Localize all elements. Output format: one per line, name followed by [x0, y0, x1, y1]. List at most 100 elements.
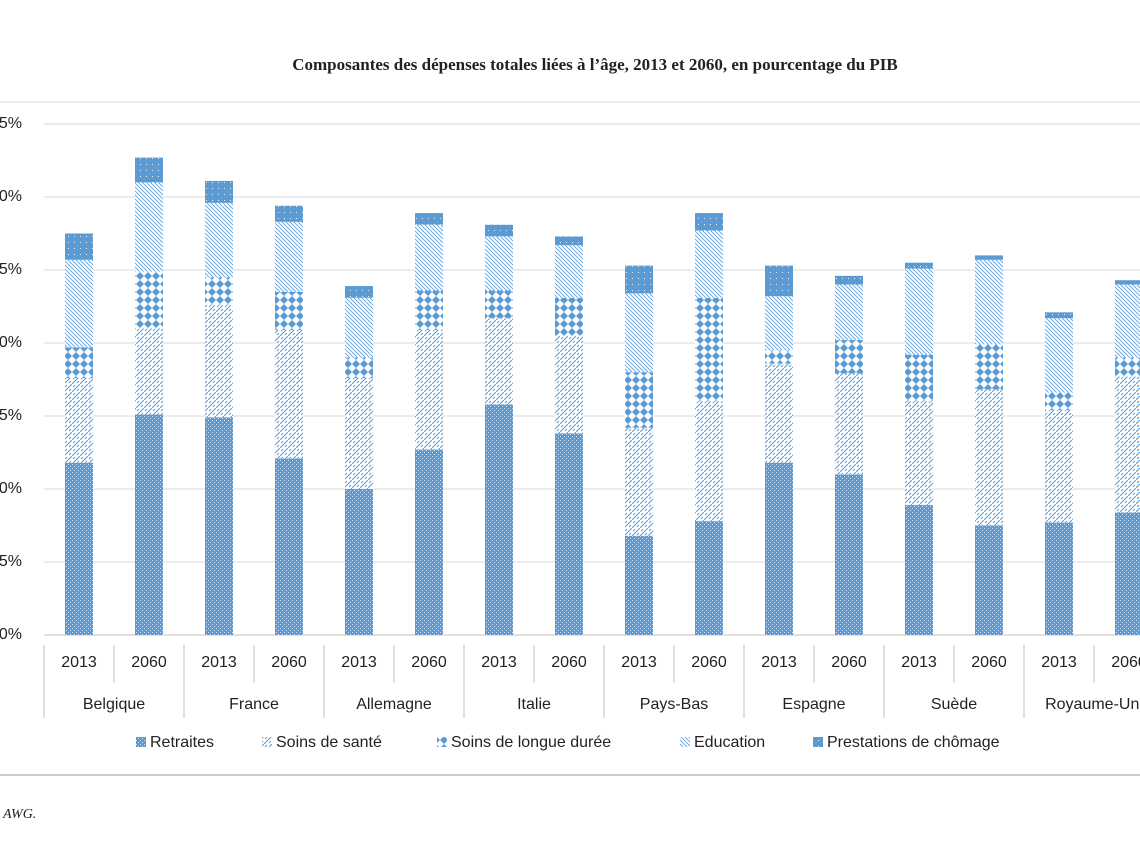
legend-label: Retraites [150, 734, 214, 751]
bar-segment [975, 344, 1003, 390]
source-note: AWG. [2, 807, 36, 822]
legend-label: Prestations de chômage [827, 734, 1000, 751]
y-tick-label: 15% [0, 407, 22, 424]
bar-segment [1045, 522, 1073, 635]
group-label: Allemagne [356, 696, 432, 713]
legend-label: Education [694, 734, 765, 751]
bar-segment [1045, 318, 1073, 393]
bar-segment [275, 221, 303, 292]
bar-segment [205, 305, 233, 418]
bar-segment [765, 265, 793, 297]
x-tick-label: 2060 [1111, 654, 1140, 671]
x-tick-label: 2013 [341, 654, 377, 671]
y-tick-label: 0% [0, 626, 22, 643]
group-label: France [229, 696, 279, 713]
bar-segment [975, 259, 1003, 345]
group-label: Royaume-Uni [1045, 696, 1140, 713]
bar-segment [415, 290, 443, 330]
y-tick-label: 5% [0, 553, 22, 570]
bar-segment [1115, 280, 1140, 285]
bar-segment [275, 329, 303, 459]
bar-segment [555, 335, 583, 434]
bar-segment [695, 521, 723, 635]
bar-segment [485, 404, 513, 635]
bar-segment [975, 389, 1003, 526]
bar-segment [555, 236, 583, 246]
x-tick-label: 2013 [201, 654, 237, 671]
bar-segment [625, 427, 653, 536]
x-tick-label: 2060 [831, 654, 867, 671]
bar-segment [135, 414, 163, 635]
bar-segment [625, 265, 653, 294]
x-tick-label: 2013 [761, 654, 797, 671]
bar-segment [485, 290, 513, 319]
group-label: Pays-Bas [640, 696, 708, 713]
bar-segment [975, 525, 1003, 635]
bar-segment [205, 277, 233, 306]
x-tick-label: 2013 [901, 654, 937, 671]
bar-segment [905, 401, 933, 506]
bar-segment [65, 233, 93, 260]
bar-segment [625, 535, 653, 635]
y-tick-label: 30% [0, 188, 22, 205]
legend-swatch [680, 737, 690, 747]
bar-segment [625, 372, 653, 428]
bar-segment [1115, 376, 1140, 513]
x-tick-label: 2060 [551, 654, 587, 671]
bar-segment [555, 433, 583, 635]
legend-label: Soins de longue durée [451, 734, 611, 751]
group-label: Suède [931, 696, 977, 713]
bar-segment [835, 275, 863, 285]
bar-segment [415, 213, 443, 225]
bar-segment [555, 245, 583, 298]
bar-segment [695, 401, 723, 522]
x-tick-label: 2060 [411, 654, 447, 671]
bar-segment [835, 474, 863, 635]
bar-segment [65, 347, 93, 379]
bar-segment [485, 318, 513, 405]
bar-segment [205, 180, 233, 203]
bar-segment [485, 236, 513, 291]
bar-segment [905, 354, 933, 402]
bar-segment [905, 505, 933, 635]
group-label: Belgique [83, 696, 145, 713]
x-tick-label: 2060 [971, 654, 1007, 671]
x-tick-label: 2060 [131, 654, 167, 671]
bar-segment [835, 284, 863, 341]
legend-swatch [437, 737, 447, 747]
y-tick-label: 35% [0, 115, 22, 132]
bar-segment [1045, 392, 1073, 411]
group-label: Espagne [782, 696, 845, 713]
group-label: Italie [517, 696, 551, 713]
legend-label: Soins de santé [276, 734, 382, 751]
bar-segment [1045, 410, 1073, 523]
bar-segment [765, 462, 793, 635]
chart-title: Composantes des dépenses totales liées à… [292, 55, 898, 74]
x-tick-label: 2060 [271, 654, 307, 671]
bar-segment [905, 268, 933, 355]
legend-swatch [136, 737, 146, 747]
bar-segment [765, 363, 793, 463]
x-tick-label: 2013 [481, 654, 517, 671]
bar-segment [695, 297, 723, 402]
bar-segment [695, 213, 723, 231]
bar-segment [765, 296, 793, 351]
bar-segment [135, 271, 163, 329]
x-tick-label: 2013 [61, 654, 97, 671]
bar-segment [695, 230, 723, 298]
bar-segment [1045, 312, 1073, 319]
bar-segment [345, 378, 373, 489]
bar-segment [1115, 357, 1140, 377]
x-tick-label: 2013 [621, 654, 657, 671]
y-tick-label: 10% [0, 480, 22, 497]
bar-segment [345, 297, 373, 358]
y-tick-label: 25% [0, 261, 22, 278]
bar-segment [135, 182, 163, 272]
bar-segment [975, 255, 1003, 260]
x-tick-label: 2060 [691, 654, 727, 671]
legend-swatch [262, 737, 272, 747]
bar-segment [625, 293, 653, 373]
legend-swatch [813, 737, 823, 747]
bar-segment [135, 157, 163, 183]
